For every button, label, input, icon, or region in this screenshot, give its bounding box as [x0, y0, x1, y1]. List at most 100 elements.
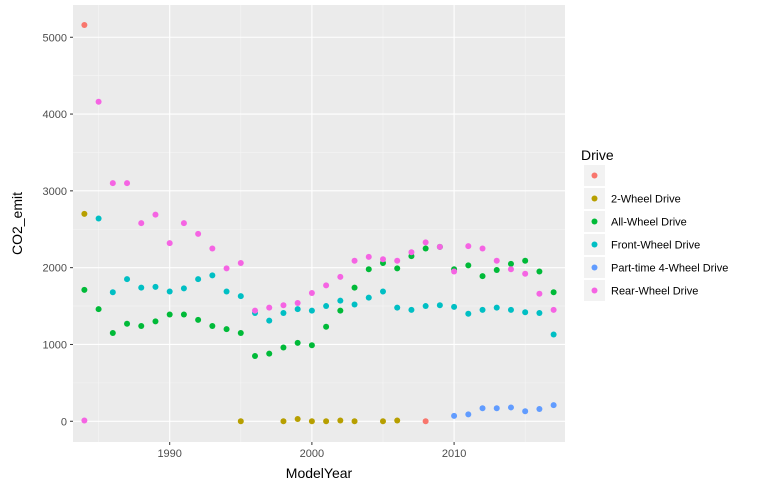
data-point — [166, 240, 173, 247]
data-point — [422, 303, 429, 310]
x-axis-title: ModelYear — [286, 465, 353, 481]
data-point — [81, 21, 88, 28]
data-point — [138, 323, 145, 330]
data-point — [436, 302, 443, 309]
data-point — [436, 243, 443, 250]
legend-label: 2-Wheel Drive — [611, 194, 681, 206]
data-point — [507, 306, 514, 313]
data-point — [195, 316, 202, 323]
data-point — [124, 180, 131, 187]
data-point — [166, 288, 173, 295]
x-tick-label: 2010 — [442, 448, 466, 460]
y-axis: 0 1000 2000 3000 4000 5000 — [43, 32, 73, 428]
data-point — [337, 273, 344, 280]
data-point — [237, 329, 244, 336]
data-point — [465, 411, 472, 418]
legend-label: All-Wheel Drive — [611, 217, 687, 229]
data-point — [422, 245, 429, 252]
data-point — [280, 309, 287, 316]
data-point — [266, 304, 273, 311]
data-point — [195, 276, 202, 283]
data-point — [294, 339, 301, 346]
data-point — [308, 307, 315, 314]
data-point — [180, 285, 187, 292]
data-point — [223, 288, 230, 295]
data-point — [522, 257, 529, 264]
data-point — [394, 265, 401, 272]
legend-swatch — [591, 195, 598, 202]
data-point — [493, 257, 500, 264]
data-point — [379, 288, 386, 295]
legend-items: 2-Wheel Drive All-Wheel Drive Front-Wheel … — [584, 165, 728, 301]
data-point — [365, 253, 372, 260]
data-point — [252, 352, 259, 359]
data-point — [95, 98, 102, 105]
data-point — [81, 210, 88, 217]
data-point — [351, 418, 358, 425]
data-point — [152, 283, 159, 290]
data-point — [308, 290, 315, 297]
data-point — [465, 310, 472, 317]
data-point — [493, 405, 500, 412]
data-point — [507, 404, 514, 411]
data-point — [209, 272, 216, 279]
data-point — [379, 256, 386, 263]
data-point — [536, 309, 543, 316]
data-point — [138, 220, 145, 227]
data-point — [81, 417, 88, 424]
data-point — [422, 239, 429, 246]
legend: Drive 2-Wheel Drive All-Wheel Drive Front-… — [581, 147, 728, 301]
data-point — [209, 245, 216, 252]
data-point — [408, 249, 415, 256]
legend-swatch — [591, 287, 598, 294]
data-point — [294, 306, 301, 313]
data-point — [280, 344, 287, 351]
data-point — [323, 323, 330, 330]
data-point — [152, 211, 159, 218]
data-point — [294, 415, 301, 422]
data-point — [323, 282, 330, 289]
data-point — [493, 304, 500, 311]
data-point — [465, 262, 472, 269]
data-point — [95, 215, 102, 222]
y-tick-label: 2000 — [43, 263, 67, 275]
data-point — [522, 408, 529, 415]
data-point — [522, 309, 529, 316]
data-point — [451, 303, 458, 310]
data-point — [237, 260, 244, 267]
data-point — [394, 304, 401, 311]
data-point — [237, 418, 244, 425]
data-point — [166, 311, 173, 318]
data-point — [109, 289, 116, 296]
data-point — [266, 317, 273, 324]
data-point — [479, 245, 486, 252]
data-point — [550, 289, 557, 296]
legend-swatch — [591, 218, 598, 225]
data-point — [394, 257, 401, 264]
data-point — [536, 405, 543, 412]
data-point — [451, 268, 458, 275]
data-point — [266, 350, 273, 357]
legend-swatch — [591, 172, 598, 179]
data-point — [379, 418, 386, 425]
y-tick-label: 0 — [61, 416, 67, 428]
data-point — [237, 293, 244, 300]
y-axis-title: CO2_emit — [9, 192, 25, 255]
data-point — [124, 320, 131, 327]
data-point — [522, 270, 529, 277]
data-point — [479, 273, 486, 280]
legend-swatch — [591, 264, 598, 271]
data-point — [550, 331, 557, 338]
data-point — [351, 257, 358, 264]
x-tick-label: 2000 — [300, 448, 324, 460]
legend-swatch — [591, 241, 598, 248]
data-point — [550, 306, 557, 313]
y-tick-label: 4000 — [43, 109, 67, 121]
data-point — [465, 243, 472, 250]
data-point — [195, 230, 202, 237]
data-point — [337, 307, 344, 314]
data-point — [323, 303, 330, 310]
data-point — [223, 265, 230, 272]
data-point — [479, 405, 486, 412]
data-point — [180, 220, 187, 227]
